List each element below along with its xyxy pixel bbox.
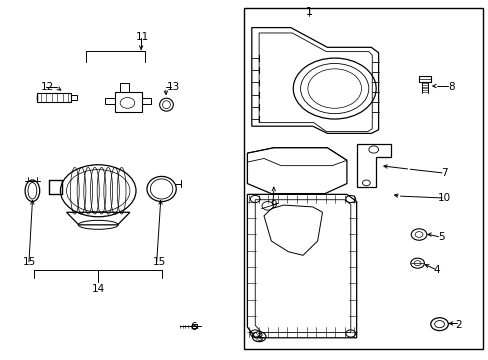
Text: 9: 9: [270, 200, 277, 210]
Bar: [104, 98, 115, 104]
Text: 7: 7: [440, 168, 447, 178]
Bar: [191, 324, 196, 328]
Text: 10: 10: [437, 193, 450, 203]
Text: 1: 1: [305, 7, 311, 17]
Text: 3: 3: [255, 333, 262, 343]
Text: 14: 14: [91, 284, 104, 294]
Text: 2: 2: [455, 320, 462, 330]
Bar: [37, 93, 71, 102]
Text: 12: 12: [41, 82, 54, 92]
Text: 11: 11: [135, 32, 148, 41]
Text: 5: 5: [438, 232, 445, 242]
Bar: [244, 8, 483, 348]
Bar: [115, 92, 142, 112]
Bar: [418, 76, 430, 82]
Text: 15: 15: [22, 257, 36, 267]
Bar: [142, 98, 151, 104]
Text: 1: 1: [305, 7, 312, 17]
Text: 15: 15: [152, 257, 165, 267]
Text: 4: 4: [433, 265, 440, 275]
Text: 8: 8: [447, 82, 454, 92]
Text: 13: 13: [167, 82, 180, 92]
Text: 6: 6: [190, 322, 196, 332]
Bar: [71, 95, 77, 100]
Bar: [120, 83, 129, 92]
